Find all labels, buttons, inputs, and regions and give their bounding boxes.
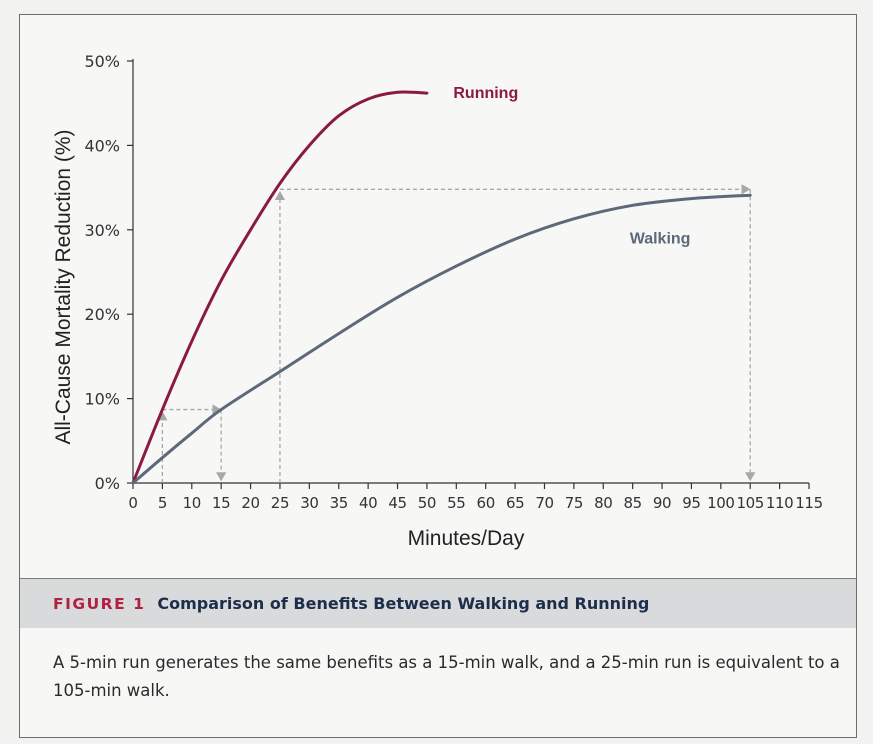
x-axis-label: Minutes/Day bbox=[408, 527, 525, 550]
y-tick-label: 40% bbox=[84, 136, 120, 155]
series-line-running bbox=[131, 90, 429, 485]
x-tick-label: 115 bbox=[795, 494, 822, 512]
x-tick-label: 65 bbox=[506, 494, 524, 512]
figure-frame: 0% 10% 20% 30% 40% 50% 0 5 10 15 20 25 30 35 40 45 50 55 6… bbox=[19, 14, 857, 738]
y-tick-label: 50% bbox=[84, 52, 120, 71]
x-tick-label: 90 bbox=[653, 494, 671, 512]
figure-caption: A 5-min run generates the same benefits … bbox=[53, 653, 840, 700]
y-tick-label: 30% bbox=[84, 221, 120, 240]
x-tick-label: 80 bbox=[594, 494, 612, 512]
chart-area: 0% 10% 20% 30% 40% 50% 0 5 10 15 20 25 30 35 40 45 50 55 6… bbox=[20, 15, 858, 578]
x-tick-label: 30 bbox=[300, 494, 318, 512]
series-label-running: Running bbox=[453, 85, 518, 102]
x-tick-label: 105 bbox=[736, 494, 763, 512]
x-tick-label: 95 bbox=[682, 494, 700, 512]
x-tick-label: 75 bbox=[565, 494, 583, 512]
figure-title-bar: FIGURE 1 Comparison of Benefits Between … bbox=[20, 578, 856, 628]
x-tick-label: 70 bbox=[535, 494, 553, 512]
x-tick-label: 85 bbox=[624, 494, 642, 512]
x-tick-label: 50 bbox=[418, 494, 436, 512]
x-tick-label: 0 bbox=[128, 494, 137, 512]
figure-label: FIGURE 1 bbox=[53, 594, 146, 613]
series-label-walking: Walking bbox=[630, 230, 691, 247]
x-tick-label: 15 bbox=[212, 494, 230, 512]
x-tick-label: 10 bbox=[183, 494, 201, 512]
y-tick-label: 20% bbox=[84, 305, 120, 324]
x-tick-label: 55 bbox=[447, 494, 465, 512]
x-tick-label: 45 bbox=[388, 494, 406, 512]
y-axis-label: All-Cause Mortality Reduction (%) bbox=[52, 129, 75, 444]
x-tick-label: 25 bbox=[271, 494, 289, 512]
y-tick-label: 0% bbox=[95, 474, 120, 493]
x-tick-label: 60 bbox=[477, 494, 495, 512]
y-tick-label: 10% bbox=[84, 390, 120, 409]
x-tick-label: 20 bbox=[241, 494, 259, 512]
x-tick-label: 40 bbox=[359, 494, 377, 512]
line-chart: 0% 10% 20% 30% 40% 50% 0 5 10 15 20 25 30 35 40 45 50 55 6… bbox=[52, 52, 823, 550]
series-line-walking bbox=[131, 193, 752, 485]
figure-title: Comparison of Benefits Between Walking a… bbox=[157, 594, 650, 613]
x-tick-label: 5 bbox=[158, 494, 167, 512]
x-tick-label: 35 bbox=[330, 494, 348, 512]
x-tick-label: 110 bbox=[766, 494, 793, 512]
x-tick-label: 100 bbox=[707, 494, 734, 512]
